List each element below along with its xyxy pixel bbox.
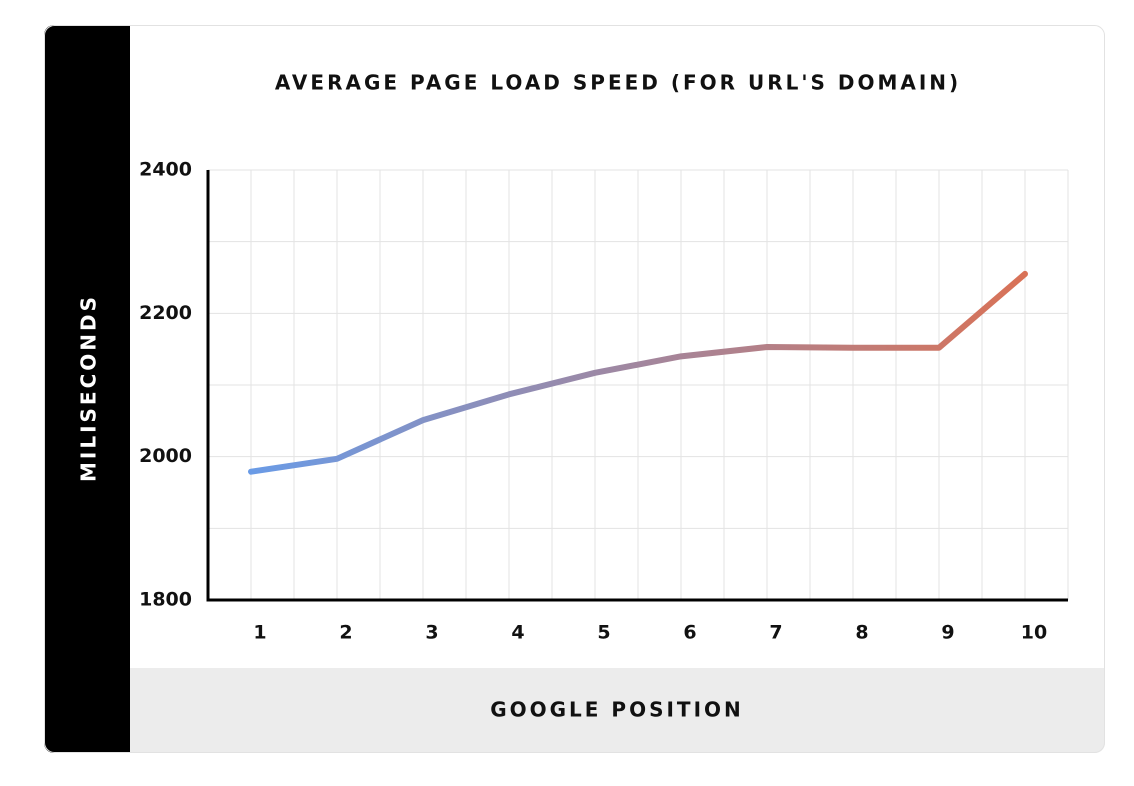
card-border bbox=[44, 25, 1105, 753]
y-band bbox=[44, 25, 130, 753]
x-tick-label: 4 bbox=[511, 622, 524, 644]
y-tick-label: 2200 bbox=[139, 302, 192, 324]
chart-title: AVERAGE PAGE LOAD SPEED (FOR URL'S DOMAI… bbox=[275, 71, 961, 95]
data-line bbox=[248, 270, 1028, 475]
x-tick-label: 9 bbox=[941, 622, 954, 644]
y-axis-title: MILISECONDS bbox=[77, 294, 101, 482]
x-tick-label: 10 bbox=[1021, 622, 1047, 644]
card-bg bbox=[44, 25, 1105, 753]
y-tick-label: 2400 bbox=[139, 159, 192, 181]
x-tick-label: 7 bbox=[769, 622, 782, 644]
card bbox=[44, 25, 1105, 753]
x-tick-label: 6 bbox=[683, 622, 696, 644]
x-tick-label: 2 bbox=[339, 622, 352, 644]
y-tick-label: 1800 bbox=[139, 589, 192, 611]
x-tick-label: 5 bbox=[597, 622, 610, 644]
x-tick-label: 1 bbox=[253, 622, 266, 644]
y-tick-label: 2000 bbox=[139, 445, 192, 467]
x-tick-label: 3 bbox=[425, 622, 438, 644]
x-band bbox=[130, 668, 1105, 753]
x-tick-label: 8 bbox=[855, 622, 868, 644]
x-axis-title: GOOGLE POSITION bbox=[490, 698, 744, 722]
